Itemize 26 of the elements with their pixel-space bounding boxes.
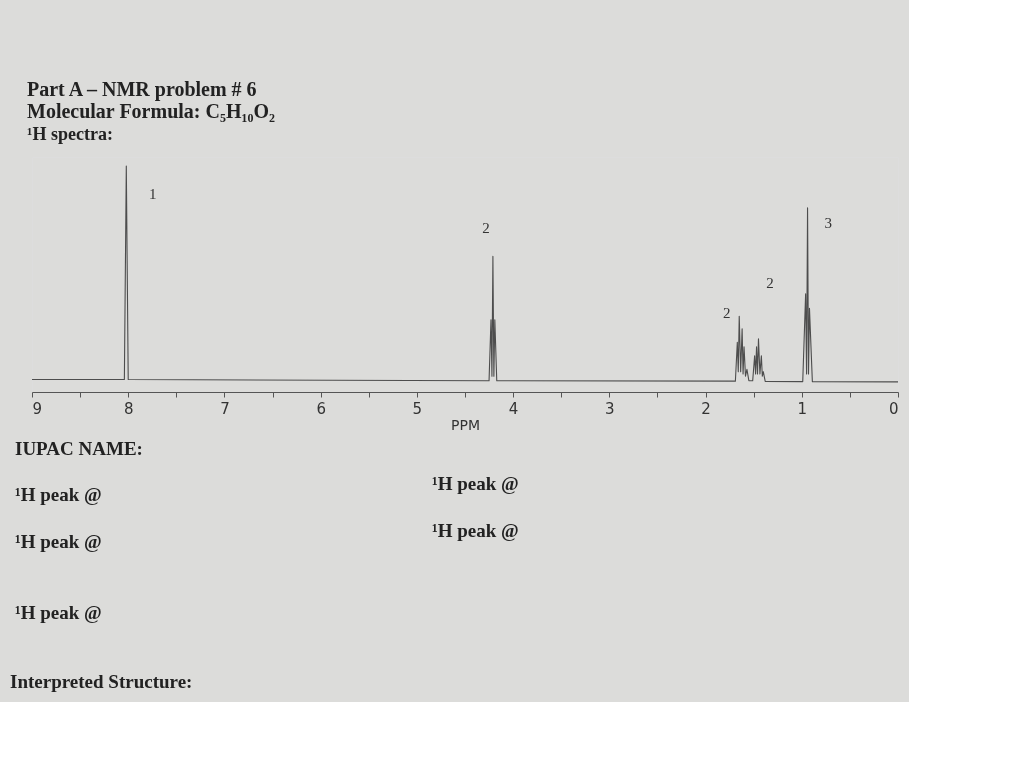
x-tick-label: 7 — [220, 399, 230, 418]
chart-subtitle: Molecular Formula: C₅H₁₀O₂ — [27, 100, 276, 122]
x-tick-label: 4 — [508, 399, 519, 418]
x-axis-title: PPM — [451, 416, 480, 433]
annotation: 1 — [148, 186, 157, 202]
x-tick-label: 3 — [605, 399, 615, 418]
text: ¹H peak @ — [432, 473, 519, 494]
x-tick-label: 2 — [701, 399, 711, 418]
x-tick-label: 5 — [412, 399, 423, 418]
x-tick-label: 0 — [888, 399, 899, 418]
text: Interpreted Structure: — [10, 671, 193, 692]
x-tick-label: 1 — [797, 399, 808, 418]
annotation: 3 — [824, 215, 833, 231]
text: ¹H peak @ — [432, 520, 519, 541]
annotation: 2 — [722, 305, 731, 322]
chart-title: Part A – NMR problem # 6 — [27, 78, 257, 101]
x-tick-label: 6 — [316, 399, 326, 418]
x-tick-label: 8 — [123, 399, 134, 418]
text: ¹H spectra: — [27, 124, 113, 144]
annotation: 2 — [482, 220, 490, 237]
text: ¹H peak @ — [15, 484, 102, 505]
annotation: 2 — [766, 274, 774, 291]
x-tick-label: 9 — [32, 399, 43, 418]
text: ¹H peak @ — [15, 531, 102, 552]
text: ¹H peak @ — [15, 602, 102, 623]
text: IUPAC NAME: — [15, 438, 143, 459]
